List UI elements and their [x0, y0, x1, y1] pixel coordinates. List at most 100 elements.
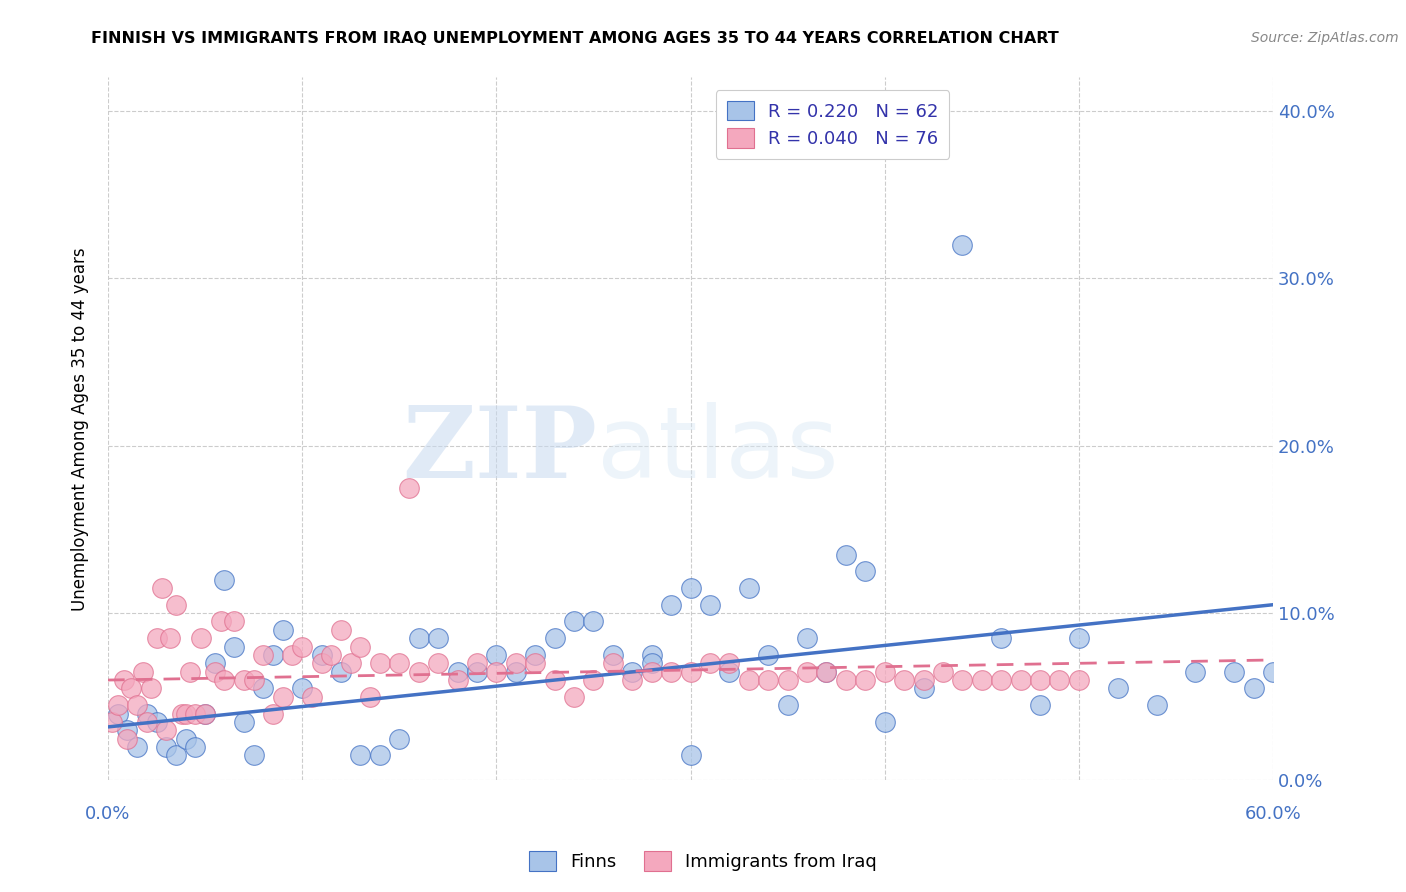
Point: [174, 731, 197, 746]
Text: 60.0%: 60.0%: [1244, 805, 1302, 823]
Point: [388, 731, 411, 746]
Point: [699, 598, 721, 612]
Point: [796, 631, 818, 645]
Point: [1243, 681, 1265, 696]
Point: [252, 681, 274, 696]
Point: [179, 665, 201, 679]
Point: [853, 564, 876, 578]
Point: [602, 657, 624, 671]
Point: [756, 673, 779, 687]
Point: [1261, 665, 1284, 679]
Point: [815, 665, 838, 679]
Point: [465, 665, 488, 679]
Point: [756, 648, 779, 662]
Point: [524, 648, 547, 662]
Point: [543, 631, 565, 645]
Point: [1067, 631, 1090, 645]
Point: [204, 657, 226, 671]
Point: [155, 723, 177, 738]
Point: [582, 673, 605, 687]
Point: [368, 748, 391, 763]
Text: Source: ZipAtlas.com: Source: ZipAtlas.com: [1251, 31, 1399, 45]
Point: [1010, 673, 1032, 687]
Point: [465, 657, 488, 671]
Point: [190, 631, 212, 645]
Point: [170, 706, 193, 721]
Point: [165, 598, 187, 612]
Point: [679, 748, 702, 763]
Point: [112, 673, 135, 687]
Point: [582, 615, 605, 629]
Point: [321, 648, 343, 662]
Point: [1049, 673, 1071, 687]
Point: [224, 640, 246, 654]
Point: [679, 581, 702, 595]
Point: [194, 706, 217, 721]
Point: [291, 640, 314, 654]
Point: [281, 648, 304, 662]
Point: [640, 665, 662, 679]
Point: [132, 665, 155, 679]
Point: [835, 548, 858, 562]
Point: [184, 706, 207, 721]
Point: [446, 673, 468, 687]
Point: [718, 657, 741, 671]
Point: [621, 665, 644, 679]
Point: [1029, 673, 1052, 687]
Point: [853, 673, 876, 687]
Point: [184, 739, 207, 754]
Point: [271, 623, 294, 637]
Legend: Finns, Immigrants from Iraq: Finns, Immigrants from Iraq: [522, 844, 884, 879]
Point: [873, 665, 896, 679]
Point: [159, 631, 181, 645]
Point: [738, 581, 761, 595]
Point: [640, 648, 662, 662]
Legend: R = 0.220   N = 62, R = 0.040   N = 76: R = 0.220 N = 62, R = 0.040 N = 76: [716, 90, 949, 159]
Point: [873, 714, 896, 729]
Point: [214, 573, 236, 587]
Point: [485, 648, 508, 662]
Point: [912, 673, 935, 687]
Point: [224, 615, 246, 629]
Point: [815, 665, 838, 679]
Point: [738, 673, 761, 687]
Point: [368, 657, 391, 671]
Point: [107, 706, 129, 721]
Point: [408, 665, 430, 679]
Point: [271, 690, 294, 704]
Point: [349, 748, 371, 763]
Point: [543, 673, 565, 687]
Point: [932, 665, 955, 679]
Text: FINNISH VS IMMIGRANTS FROM IRAQ UNEMPLOYMENT AMONG AGES 35 TO 44 YEARS CORRELATI: FINNISH VS IMMIGRANTS FROM IRAQ UNEMPLOY…: [91, 31, 1059, 46]
Point: [349, 640, 371, 654]
Y-axis label: Unemployment Among Ages 35 to 44 years: Unemployment Among Ages 35 to 44 years: [72, 247, 89, 611]
Point: [398, 481, 420, 495]
Point: [835, 673, 858, 687]
Point: [107, 698, 129, 713]
Point: [330, 623, 353, 637]
Point: [659, 598, 682, 612]
Point: [1146, 698, 1168, 713]
Point: [679, 665, 702, 679]
Point: [1029, 698, 1052, 713]
Point: [301, 690, 323, 704]
Point: [209, 615, 232, 629]
Point: [950, 673, 973, 687]
Point: [262, 706, 284, 721]
Point: [1107, 681, 1129, 696]
Point: [242, 748, 264, 763]
Point: [165, 748, 187, 763]
Point: [505, 657, 527, 671]
Point: [893, 673, 915, 687]
Point: [388, 657, 411, 671]
Point: [776, 698, 799, 713]
Point: [155, 739, 177, 754]
Point: [408, 631, 430, 645]
Point: [232, 673, 254, 687]
Point: [990, 673, 1012, 687]
Point: [194, 706, 217, 721]
Point: [796, 665, 818, 679]
Point: [330, 665, 353, 679]
Point: [640, 657, 662, 671]
Point: [117, 723, 139, 738]
